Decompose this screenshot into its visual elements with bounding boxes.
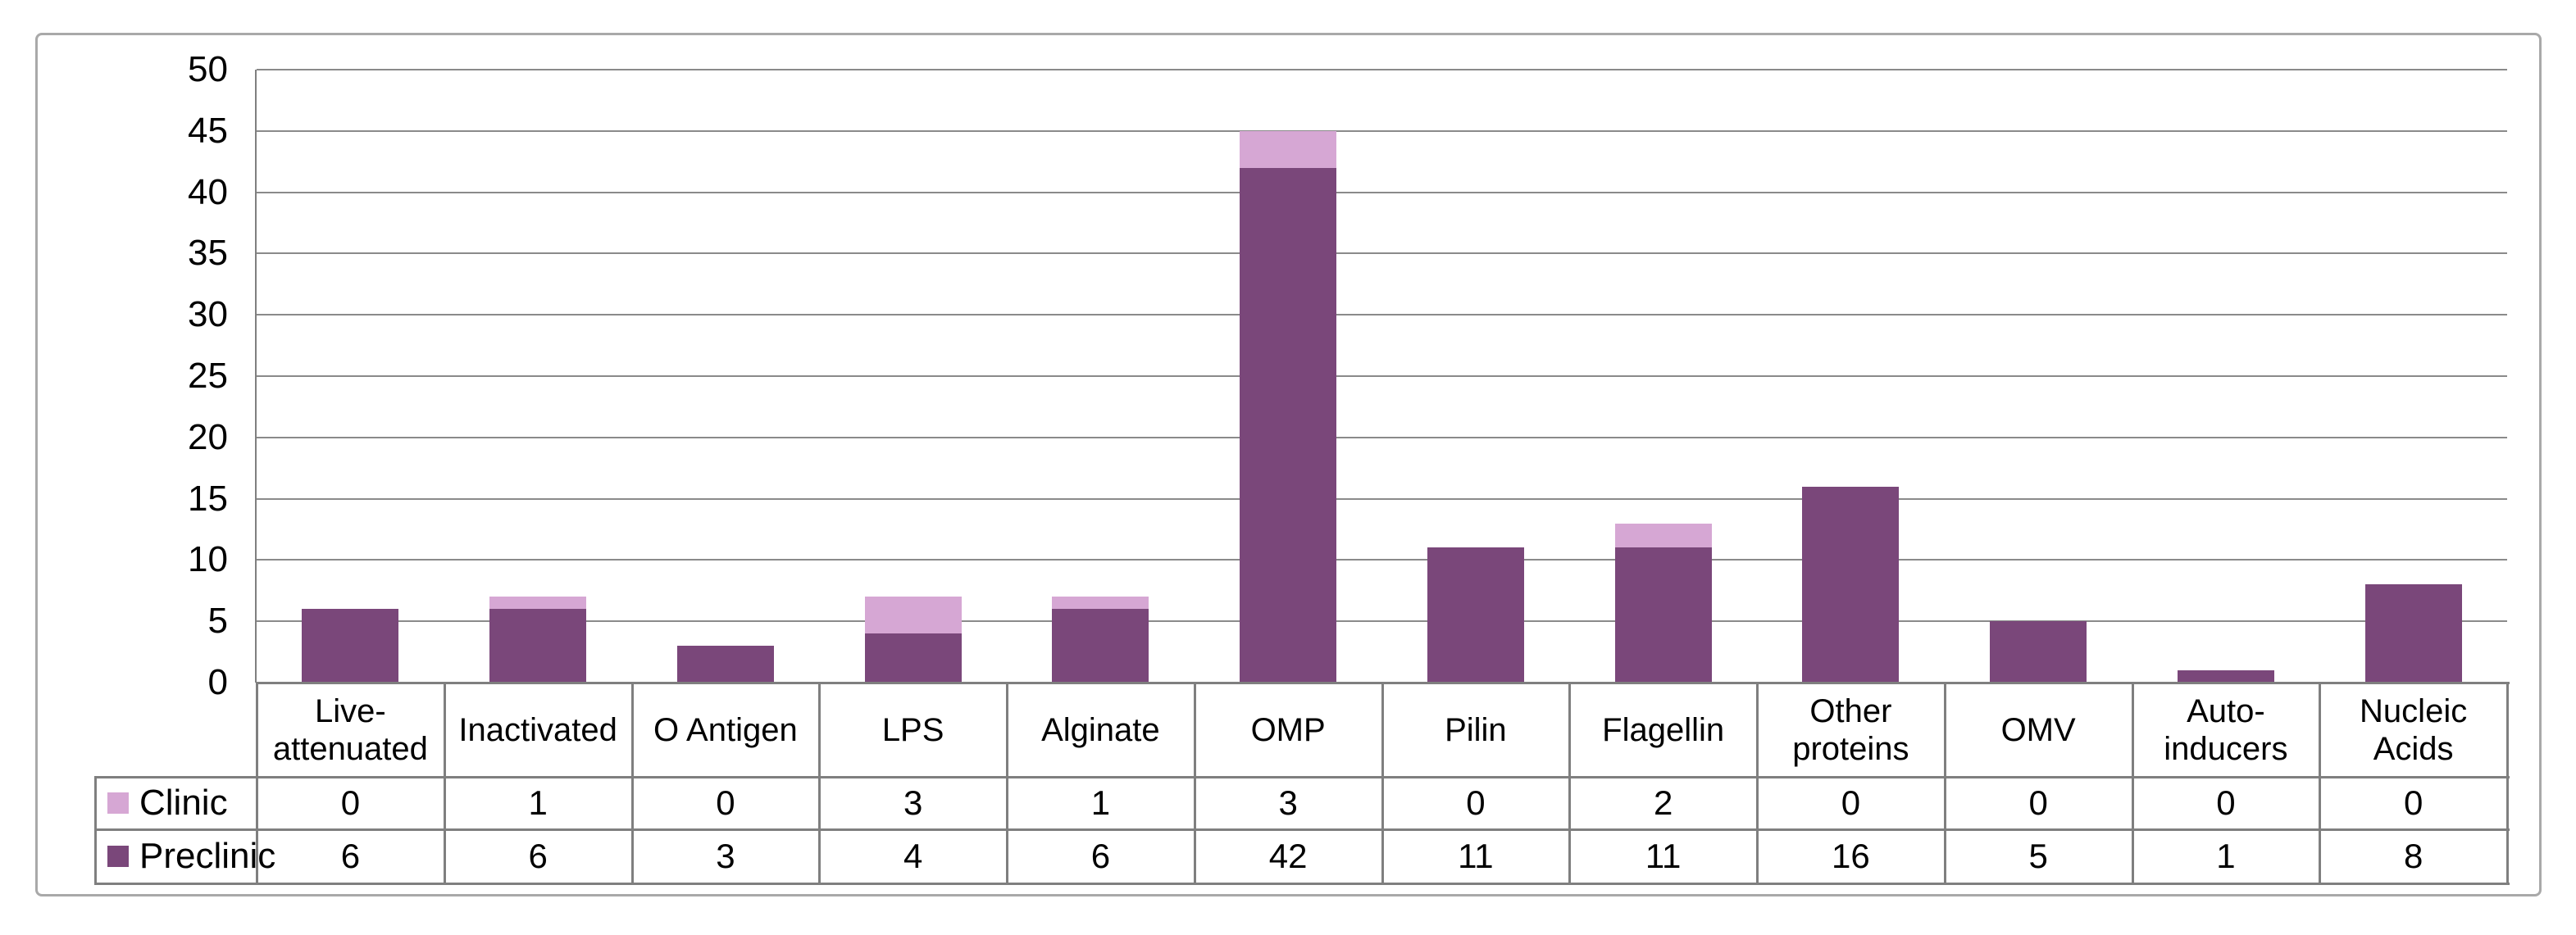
- table-v-line: [256, 682, 258, 885]
- value-cell-clinic-alginate: 1: [1090, 783, 1111, 822]
- bar-segment-clinic-omp: [1240, 130, 1337, 168]
- table-h-line: [94, 883, 2510, 885]
- bar-segment-preclinic-o-antigen: [676, 646, 774, 683]
- table-v-line: [1943, 682, 1946, 885]
- category-header-live-attenuated: Live- attenuated: [272, 692, 428, 767]
- category-header-lps: LPS: [881, 711, 944, 748]
- y-tick-label: 35: [188, 233, 228, 274]
- value-cell-clinic-omp: 3: [1278, 783, 1298, 822]
- table-v-line: [2506, 682, 2509, 885]
- value-cell-clinic-other-proteins: 0: [1841, 783, 1861, 822]
- category-header-flagellin: Flagellin: [1602, 711, 1725, 748]
- y-tick-label: 15: [188, 478, 228, 519]
- bar-segment-preclinic-inactivated: [489, 609, 587, 683]
- legend-swatch-clinic: [107, 792, 129, 814]
- category-header-alginate: Alginate: [1041, 711, 1160, 748]
- value-cell-preclinic-alginate: 6: [1090, 837, 1111, 875]
- bar-segment-preclinic-lps: [864, 633, 962, 683]
- table-v-line: [2131, 682, 2134, 885]
- bar-segment-clinic-lps: [864, 597, 962, 634]
- y-tick-label: 25: [188, 356, 228, 396]
- bar-segment-clinic-flagellin: [1614, 523, 1712, 548]
- value-cell-clinic-flagellin: 2: [1653, 783, 1673, 822]
- category-header-other-proteins: Other proteins: [1792, 692, 1909, 767]
- gridline-y-15: [257, 497, 2507, 500]
- bar-segment-preclinic-other-proteins: [1802, 486, 1900, 683]
- bar-segment-preclinic-alginate: [1052, 609, 1149, 683]
- y-tick-label: 40: [188, 171, 228, 212]
- gridline-y-25: [257, 375, 2507, 377]
- bar-segment-preclinic-omv: [1990, 621, 2087, 683]
- bar-segment-preclinic-auto-inducers: [2177, 670, 2274, 683]
- y-axis-line: [255, 70, 257, 683]
- category-header-pilin: Pilin: [1445, 711, 1507, 748]
- bar-segment-preclinic-omp: [1240, 167, 1337, 683]
- gridline-y-45: [257, 129, 2507, 132]
- gridline-y-5: [257, 620, 2507, 623]
- bar-segment-preclinic-pilin: [1427, 547, 1524, 683]
- value-cell-clinic-omv: 0: [2028, 783, 2048, 822]
- gridline-y-10: [257, 559, 2507, 561]
- value-cell-clinic-pilin: 0: [1466, 783, 1486, 822]
- value-cell-clinic-lps: 3: [903, 783, 923, 822]
- bar-segment-clinic-alginate: [1052, 597, 1149, 610]
- y-tick-label: 30: [188, 294, 228, 335]
- bar-segment-preclinic-flagellin: [1614, 547, 1712, 683]
- value-cell-preclinic-flagellin: 11: [1645, 837, 1682, 875]
- gridline-y-35: [257, 252, 2507, 255]
- value-cell-clinic-o-antigen: 0: [716, 783, 735, 822]
- value-cell-preclinic-live-attenuated: 6: [340, 837, 361, 875]
- legend-label-clinic: Clinic: [139, 783, 228, 823]
- legend-item-clinic: Clinic: [96, 778, 255, 828]
- value-cell-preclinic-nucleic-acids: 8: [2403, 837, 2424, 875]
- gridline-y-30: [257, 314, 2507, 316]
- value-cell-preclinic-lps: 4: [903, 837, 923, 875]
- legend-item-preclinic: Preclinic: [96, 830, 275, 883]
- legend-swatch-preclinic: [107, 846, 129, 867]
- value-cell-preclinic-omv: 5: [2028, 837, 2048, 875]
- table-v-line: [2319, 682, 2322, 885]
- table-h-line: [94, 776, 2510, 778]
- bar-segment-preclinic-nucleic-acids: [2364, 584, 2462, 683]
- gridline-y-50: [257, 69, 2507, 70]
- category-header-omv: OMV: [2000, 711, 2076, 748]
- y-tick-label: 5: [207, 601, 228, 642]
- table-v-line: [630, 682, 634, 885]
- value-cell-clinic-inactivated: 1: [528, 783, 548, 822]
- category-header-auto-inducers: Auto- inducers: [2164, 692, 2288, 767]
- bar-segment-clinic-inactivated: [489, 597, 587, 610]
- value-cell-preclinic-other-proteins: 16: [1832, 837, 1870, 875]
- table-v-line: [1006, 682, 1008, 885]
- value-cell-preclinic-o-antigen: 3: [716, 837, 735, 875]
- value-cell-preclinic-omp: 42: [1268, 837, 1308, 875]
- bar-segment-preclinic-live-attenuated: [302, 609, 399, 683]
- table-v-line: [1568, 682, 1572, 885]
- category-header-o-antigen: O Antigen: [653, 711, 798, 748]
- table-v-line: [1193, 682, 1196, 885]
- table-v-line: [94, 776, 97, 885]
- value-cell-preclinic-inactivated: 6: [528, 837, 548, 875]
- gridline-y-40: [257, 191, 2507, 193]
- category-header-inactivated: Inactivated: [458, 711, 617, 748]
- gridline-y-20: [257, 436, 2507, 438]
- table-v-line: [1381, 682, 1384, 885]
- table-v-line: [1756, 682, 1759, 885]
- category-header-omp: OMP: [1250, 711, 1326, 748]
- category-header-nucleic-acids: Nucleic Acids: [2360, 692, 2468, 767]
- table-h-line: [94, 828, 2510, 831]
- y-tick-label: 10: [188, 539, 228, 580]
- legend-label-preclinic: Preclinic: [139, 836, 276, 876]
- table-v-line: [443, 682, 446, 885]
- value-cell-preclinic-auto-inducers: 1: [2216, 837, 2236, 875]
- table-v-line: [818, 682, 821, 885]
- y-tick-label: 20: [188, 416, 228, 457]
- y-tick-label: 45: [188, 110, 228, 151]
- value-cell-clinic-auto-inducers: 0: [2216, 783, 2236, 822]
- y-tick-label: 0: [207, 662, 228, 702]
- value-cell-clinic-nucleic-acids: 0: [2403, 783, 2424, 822]
- value-cell-clinic-live-attenuated: 0: [340, 783, 361, 822]
- value-cell-preclinic-pilin: 11: [1458, 837, 1494, 875]
- y-tick-label: 50: [188, 49, 228, 89]
